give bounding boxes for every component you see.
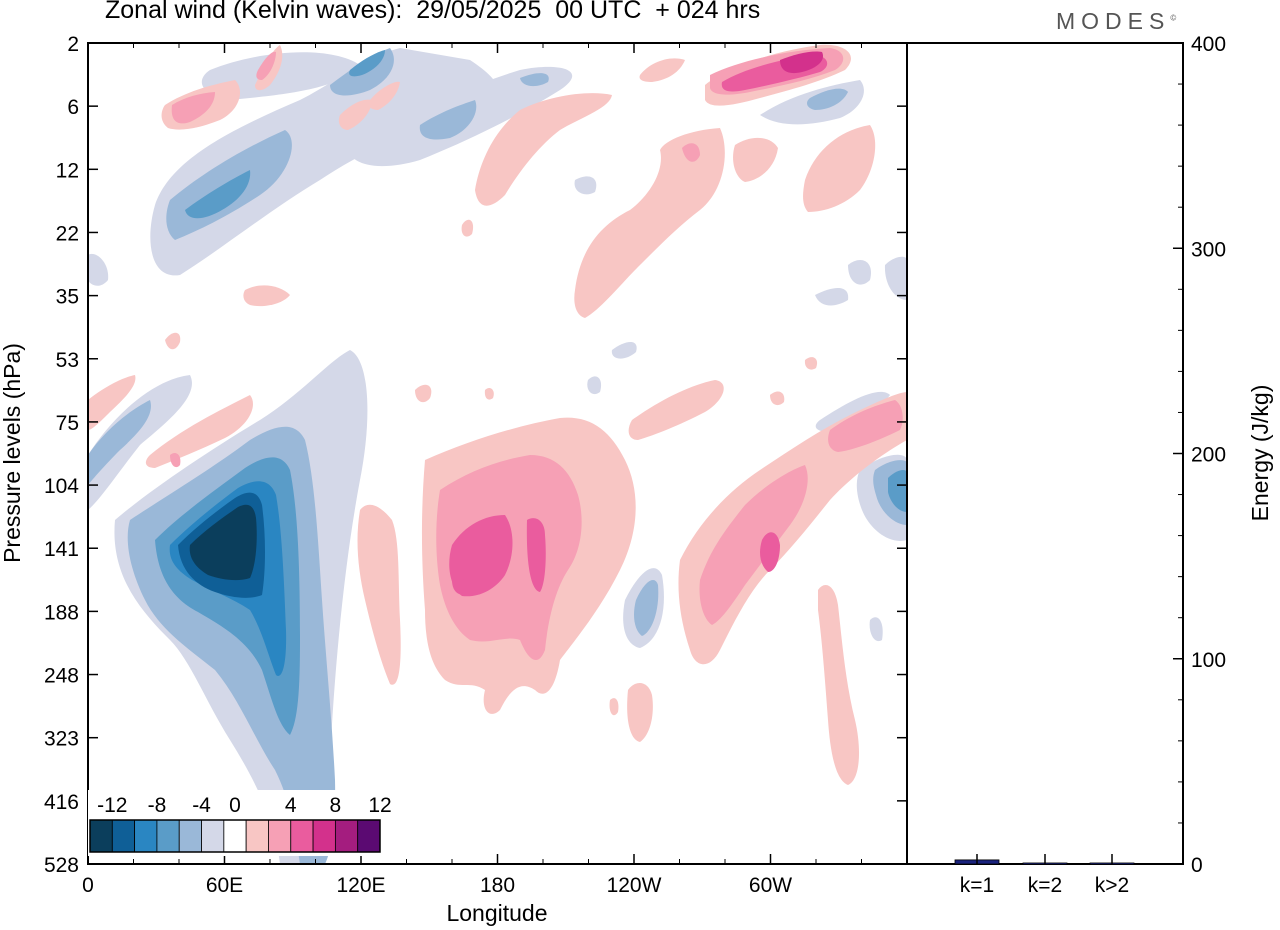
colorbar-swatch <box>268 819 292 853</box>
colorbar-swatch <box>245 819 269 853</box>
y-tick-label: 416 <box>44 791 79 814</box>
x-tick-label: 180 <box>480 874 515 897</box>
y-axis-title: Pressure levels (hPa) <box>0 343 25 563</box>
energy-axis-title: Energy (J/kg) <box>1247 385 1273 522</box>
colorbar-swatch <box>223 819 247 853</box>
colorbar-label: -8 <box>148 794 167 817</box>
energy-tick-label: 200 <box>1191 444 1226 467</box>
x-tick-label: 0 <box>82 874 94 897</box>
brand-logo: MODES© <box>1056 8 1176 35</box>
contour-pos-stronger <box>780 51 824 74</box>
x-tick-label: 120W <box>607 874 662 897</box>
y-tick-label: 2 <box>67 33 79 56</box>
colorbar-swatch <box>156 819 180 853</box>
energy-category-label: k=2 <box>1028 874 1062 897</box>
colorbar-swatch <box>111 819 136 853</box>
colorbar-swatch <box>134 819 158 853</box>
energy-panel-frame <box>906 42 1184 865</box>
y-tick-label: 104 <box>44 475 79 498</box>
colorbar-swatch <box>178 819 202 853</box>
x-axis: 0 60E 120E 180 120W 60W <box>82 43 862 897</box>
x-axis-title: Longitude <box>446 900 547 926</box>
x-tick-label: 60E <box>206 874 243 897</box>
colorbar-swatch <box>290 819 314 853</box>
colorbar-label: 12 <box>368 794 391 817</box>
x-tick-label: 60W <box>749 874 792 897</box>
y-tick-label: 248 <box>44 665 79 688</box>
y-tick-label: 22 <box>56 222 79 245</box>
colorbar-swatch <box>89 819 113 853</box>
y-tick-label: 75 <box>56 412 79 435</box>
y-tick-label: 141 <box>44 538 79 561</box>
brand-mark: © <box>1170 13 1177 23</box>
y-tick-label: 188 <box>44 601 79 624</box>
colorbar-frame <box>89 819 381 853</box>
colorbar-label: 8 <box>330 794 342 817</box>
energy-tick-label: 400 <box>1191 33 1226 56</box>
colorbar-label: 4 <box>285 794 297 817</box>
y-tick-label: 35 <box>56 286 79 309</box>
brand-text: MODES <box>1056 8 1171 34</box>
contour-neg-core <box>189 504 257 581</box>
energy-axis: 0 100 200 300 400 <box>1173 33 1226 877</box>
y-tick-label: 528 <box>44 854 79 877</box>
colorbar-swatch <box>201 819 225 853</box>
colorbar-label: -12 <box>97 794 127 817</box>
contour-pos-strong <box>449 55 828 597</box>
y-tick-label: 53 <box>56 349 79 372</box>
chart-title: Zonal wind (Kelvin waves): 29/05/2025 00… <box>105 0 761 24</box>
colorbar-swatch <box>334 819 359 853</box>
x-tick-label: 120E <box>336 874 385 897</box>
colorbar-swatch <box>312 819 336 853</box>
colorbar: -12 -8 -4 0 4 8 12 <box>88 790 392 856</box>
heatmap-field <box>88 44 907 864</box>
colorbar-label: -4 <box>192 794 211 817</box>
energy-category-label: k=1 <box>960 874 994 897</box>
y-axis: 2 6 12 22 35 53 75 104 141 188 248 323 416 528 <box>44 33 907 877</box>
y-tick-label: 12 <box>56 159 79 182</box>
energy-bars: k=1 k=2 k>2 <box>954 854 1135 897</box>
colorbar-swatch <box>357 819 381 853</box>
energy-category-label: k>2 <box>1095 874 1129 897</box>
y-tick-label: 6 <box>67 96 79 119</box>
colorbar-label: 0 <box>229 794 241 817</box>
energy-tick-label: 100 <box>1191 649 1226 672</box>
y-tick-label: 323 <box>44 728 79 751</box>
energy-tick-label: 0 <box>1191 854 1203 877</box>
energy-tick-label: 300 <box>1191 238 1226 261</box>
